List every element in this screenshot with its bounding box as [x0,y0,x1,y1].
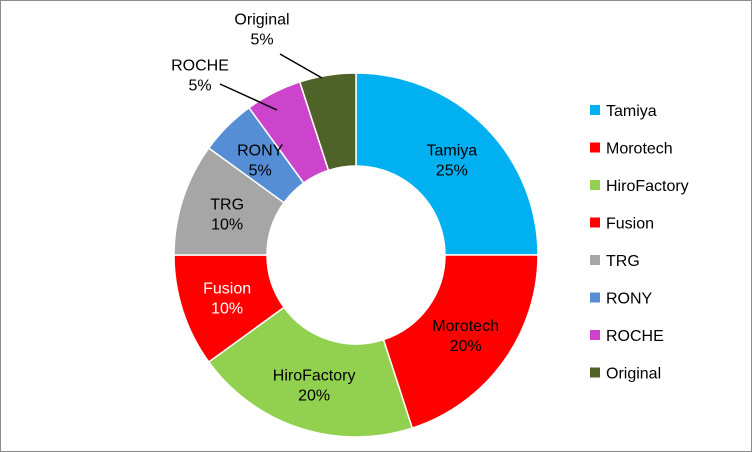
legend-swatch [590,367,600,378]
data-label-value: 5% [188,77,211,94]
data-label-name: HiroFactory [273,367,356,384]
legend-label: Fusion [606,216,654,233]
legend-item-tamiya: Tamiya [590,103,657,120]
legend-swatch [590,105,600,115]
slices [173,72,539,438]
data-label-trg: TRG 10% [210,197,244,234]
leader-line-roche [219,83,278,111]
data-label-name: Morotech [432,318,499,335]
legend-item-fusion: Fusion [590,216,654,233]
legend-item-morotech: Morotech [590,141,673,158]
slice-morotech [382,254,539,430]
data-label-morotech: Morotech 20% [432,318,499,355]
data-label-hirofactory: HiroFactory 20% [273,367,356,404]
data-label-value: 10% [211,300,243,317]
legend-label: ROCHE [606,328,664,345]
slice-tamiya [355,72,539,256]
data-label-roche: ROCHE 5% [171,57,229,94]
data-label-name: TRG [210,197,244,214]
data-label-fusion: Fusion 10% [203,280,251,317]
legend-item-roche: ROCHE [590,328,664,345]
legend-item-rony: RONY [590,291,653,308]
legend-item-hirofactory: HiroFactory [590,178,689,195]
leader-line-original [279,53,323,79]
data-label-value: 25% [436,163,468,180]
legend-label: Morotech [606,141,673,158]
legend-swatch [590,142,600,153]
data-labels: Tamiya 25% Morotech 20% HiroFactory 20% Fusion… [171,11,499,404]
data-label-value: 10% [211,217,243,234]
legend-swatch [590,330,600,340]
data-label-original: Original 5% [234,11,289,48]
data-label-value: 5% [250,31,273,48]
legend-item-original: Original [590,366,661,383]
legend-label: HiroFactory [606,178,689,195]
legend-swatch [590,217,600,228]
data-label-rony: RONY 5% [237,143,284,180]
legend-swatch [590,292,600,303]
legend-item-trg: TRG [590,253,640,270]
data-label-name: Fusion [203,280,251,297]
legend-label: Original [606,366,661,383]
data-label-name: Original [234,11,289,28]
legend-swatch [590,180,600,190]
data-label-value: 20% [298,387,330,404]
data-label-tamiya: Tamiya 25% [426,143,477,180]
data-label-name: RONY [237,143,284,160]
slice-hirofactory [207,306,414,438]
legend: Tamiya Morotech HiroFactory Fusion TRG RONY RO… [590,103,689,383]
legend-swatch [590,255,600,265]
legend-label: RONY [606,291,653,308]
legend-label: Tamiya [606,103,657,120]
data-label-value: 5% [249,163,272,180]
data-label-name: ROCHE [171,57,229,74]
data-label-name: Tamiya [426,143,477,160]
slice-original [298,72,357,172]
data-label-value: 20% [450,338,482,355]
legend-label: TRG [606,253,640,270]
